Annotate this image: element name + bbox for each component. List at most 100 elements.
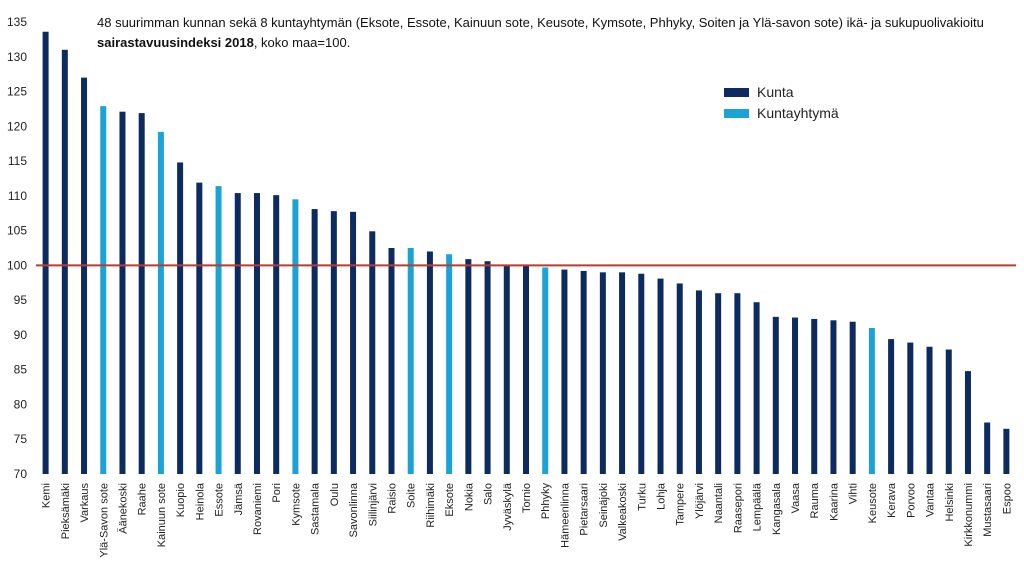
bar: [926, 346, 933, 474]
bar: [868, 327, 875, 474]
bar: [311, 209, 318, 474]
bar: [215, 186, 222, 475]
x-tick-label: Tornio: [521, 483, 533, 513]
x-tick-label: Oulu: [329, 483, 341, 506]
x-tick-label: Varkaus: [79, 483, 91, 523]
y-tick-label: 115: [8, 154, 27, 168]
x-tick-label: Kerava: [886, 482, 898, 518]
bar: [503, 264, 510, 474]
y-tick-label: 100: [7, 258, 27, 272]
bar: [984, 422, 991, 474]
legend-swatch: [724, 88, 749, 97]
bar: [157, 131, 164, 474]
bar: [42, 31, 49, 475]
bar: [811, 318, 818, 474]
x-tick-label: Kainuun sote: [156, 483, 168, 547]
bar: [753, 302, 760, 474]
x-tick-label: Helsinki: [944, 483, 956, 522]
legend: Kunta Kuntayhtymä: [724, 84, 839, 121]
x-tick-label: Pieksämäki: [60, 483, 72, 539]
bar: [350, 211, 357, 474]
x-tick-label: Rovaniemi: [252, 483, 264, 535]
x-tick-label: Ylöjärvi: [694, 483, 706, 519]
x-tick-label: Porvoo: [905, 483, 917, 518]
bar: [523, 265, 529, 474]
x-tick-label: Hämeenlinna: [559, 482, 571, 548]
x-tick-label: Salo: [483, 483, 495, 505]
x-tick-label: Vantaa: [925, 482, 937, 517]
x-tick-label: Vaasa: [790, 482, 802, 513]
title-line-2: sairastavuusindeksi 2018, koko maa=100.: [97, 35, 350, 50]
bar: [484, 261, 491, 474]
x-tick-label: Pietarsaari: [579, 483, 591, 536]
y-tick-label: 130: [7, 50, 27, 64]
bar: [407, 248, 414, 474]
x-tick-label: Ylä-Savon sote: [98, 483, 110, 558]
x-tick-label: Lempäälä: [752, 482, 764, 531]
chart-title: 48 suurimman kunnan sekä 8 kuntayhtymän …: [97, 15, 984, 50]
y-tick-label: 125: [7, 85, 27, 99]
x-tick-label: Kirkkonummi: [963, 483, 975, 547]
legend-swatch: [724, 109, 749, 118]
bar: [695, 290, 702, 474]
bar: [792, 317, 799, 474]
bar: [177, 162, 184, 474]
x-tick-label: Keusote: [867, 483, 879, 523]
x-tick-label: Espoo: [1001, 483, 1013, 514]
y-tick-label: 120: [7, 119, 27, 133]
title-rest-part: , koko maa=100.: [254, 35, 350, 50]
bar: [196, 182, 203, 474]
title-bold-part: sairastavuusindeksi 2018: [97, 35, 254, 50]
bar: [542, 267, 549, 474]
x-tick-label: Tampere: [675, 483, 687, 526]
y-tick-label: 110: [8, 189, 27, 203]
bar: [907, 342, 914, 474]
x-tick-label: Äänekoski: [117, 483, 129, 534]
bar: [676, 283, 683, 474]
x-tick-label: Soite: [406, 483, 418, 508]
y-tick-label: 75: [14, 432, 28, 446]
bar: [561, 269, 568, 474]
x-tick-label: Valkeakoski: [617, 483, 629, 541]
bar: [388, 248, 395, 474]
x-tick-label: Phhyky: [540, 483, 552, 520]
bar: [292, 199, 299, 474]
x-tick-label: Jyväskylä: [502, 482, 514, 531]
y-tick-label: 95: [14, 293, 28, 307]
x-tick-label: Vihti: [848, 483, 860, 504]
bar: [253, 193, 260, 474]
x-tick-label: Raasepori: [732, 483, 744, 533]
bars-group: [42, 31, 1010, 475]
bar: [638, 273, 645, 474]
y-tick-label: 85: [14, 363, 28, 377]
x-tick-label: Turku: [636, 483, 648, 511]
bar: [100, 106, 107, 474]
x-axis-labels: Kemi Pieksämäki Varkaus Ylä-Savon sote Äänek…: [41, 482, 1014, 557]
x-tick-label: Riihimäki: [425, 483, 437, 528]
bar: [1003, 428, 1010, 474]
bar: [273, 195, 280, 474]
bar: [830, 320, 837, 474]
x-tick-label: Mustasaari: [982, 483, 994, 537]
x-tick-label: Eksote: [444, 483, 456, 517]
x-tick-label: Heinola: [194, 482, 206, 520]
bar: [599, 272, 606, 474]
x-tick-label: Essote: [214, 483, 226, 517]
x-tick-label: Sastamala: [310, 482, 322, 535]
y-tick-label: 70: [14, 467, 28, 481]
x-tick-label: Kaarina: [828, 482, 840, 521]
y-tick-label: 90: [14, 328, 28, 342]
x-tick-label: Seinäjoki: [598, 483, 610, 528]
bar: [772, 316, 779, 474]
bar: [234, 193, 241, 474]
bar: [657, 278, 664, 474]
x-tick-label: Kemi: [41, 483, 53, 508]
bar: [426, 251, 433, 474]
x-tick-label: Kymsote: [290, 483, 302, 526]
bar: [945, 349, 952, 474]
x-tick-label: Raahe: [137, 483, 149, 515]
y-tick-label: 135: [7, 15, 27, 29]
bar: [138, 113, 145, 474]
